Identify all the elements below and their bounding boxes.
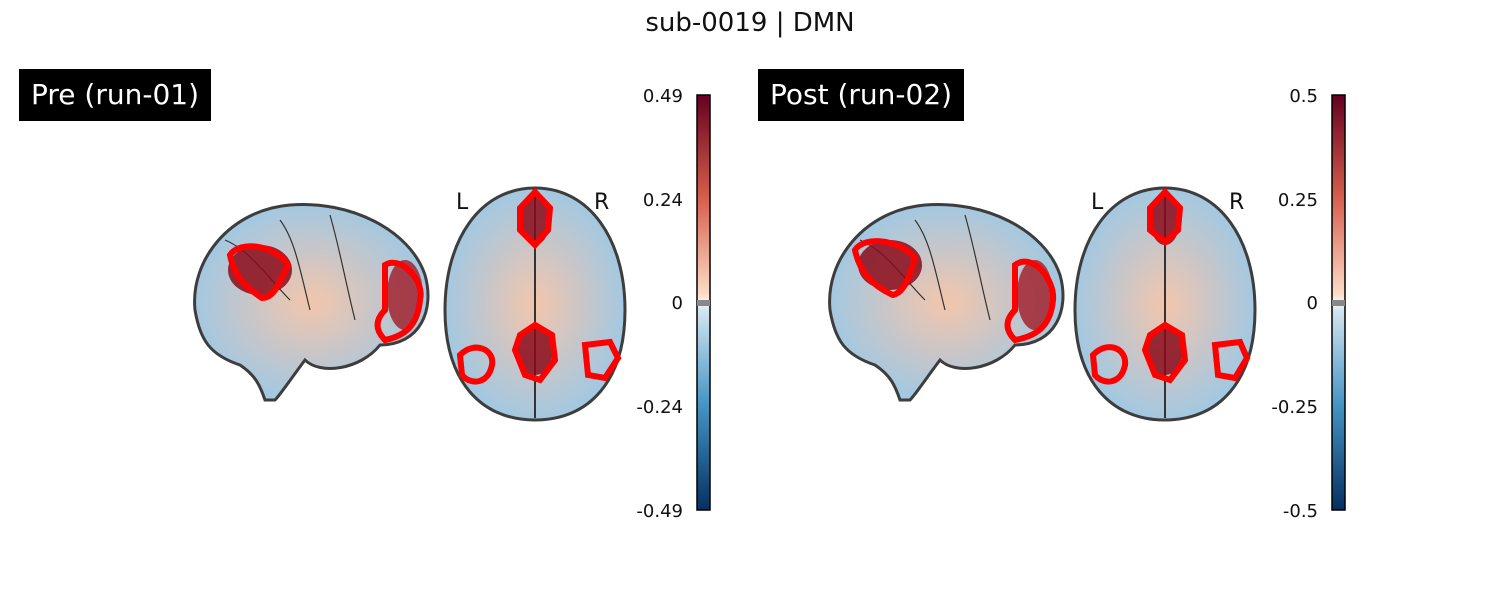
sagittal-view <box>828 202 1065 402</box>
roi-outline <box>1211 338 1251 382</box>
roi-outline <box>581 338 622 382</box>
colorbar-tick: 0.5 <box>1289 86 1318 107</box>
colorbar-tick: -0.5 <box>1282 501 1318 522</box>
sagittal-view <box>193 202 430 402</box>
right-hemisphere-label-pre: R <box>594 190 610 215</box>
roi-outline <box>1004 258 1057 344</box>
roi-outline <box>851 238 919 299</box>
colorbar-tick: 0.49 <box>642 86 683 107</box>
colorbar-tick: -0.49 <box>636 501 683 522</box>
colorbar-tick: -0.25 <box>1271 397 1318 418</box>
roi-outline <box>511 321 559 384</box>
axial-view <box>1073 186 1257 422</box>
colorbar-tick: 0 <box>671 293 683 314</box>
brain-images-post <box>828 186 1257 422</box>
roi-outline <box>374 259 424 344</box>
roi-outline <box>1147 187 1184 246</box>
roi-outline <box>1089 344 1129 385</box>
left-hemisphere-label-post: L <box>1091 190 1104 215</box>
colorbar-tick: 0.25 <box>1277 190 1318 211</box>
colorbar-tick: 0.24 <box>642 190 683 211</box>
roi-outline <box>226 243 292 302</box>
colorbar-post <box>1331 94 1346 511</box>
panel-label-pre: Pre (run-01) <box>19 69 211 121</box>
roi-outline <box>456 344 496 385</box>
brain-images-pre <box>193 186 627 422</box>
right-hemisphere-label-post: R <box>1229 190 1245 215</box>
left-hemisphere-label-pre: L <box>456 190 469 215</box>
roi-outline <box>1141 321 1189 384</box>
colorbar-pre <box>696 94 711 511</box>
axial-view <box>443 186 627 422</box>
figure-title: sub-0019 | DMN <box>645 8 855 38</box>
roi-outline <box>517 187 554 250</box>
panel-label-post: Post (run-02) <box>758 69 965 121</box>
colorbar-tick: -0.24 <box>636 397 683 418</box>
colorbar-tick: 0 <box>1306 293 1318 314</box>
